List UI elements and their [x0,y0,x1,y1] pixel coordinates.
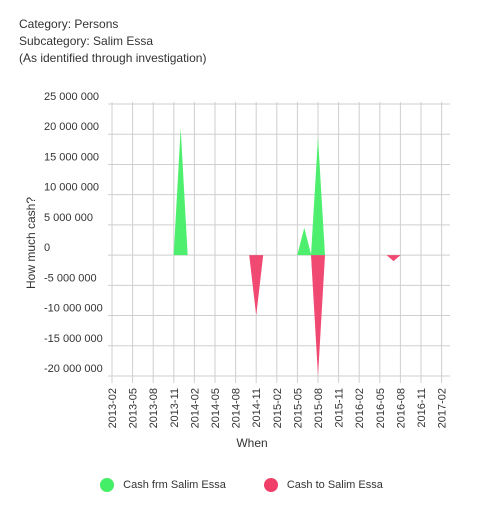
x-tick-label: 2014-02 [189,388,201,428]
x-tick-label: 2014-11 [251,388,263,428]
x-axis-ticks: 2013-02 2013-05 2013-08 2013-11 2014-02 2014-… [107,388,449,428]
x-tick-label: 2013-05 [128,388,140,428]
x-tick-label: 2014-08 [231,388,243,428]
x-tick-label: 2016-02 [354,388,366,428]
y-tick-label: -15 000 000 [44,333,103,345]
spike-cash-to[interactable] [386,255,401,262]
y-tick-label: 25 000 000 [44,91,99,103]
grid [108,102,450,383]
x-tick-label: 2015-08 [313,388,325,428]
chart-plot: 25 000 000 20 000 000 15 000 000 10 000 000… [24,91,450,450]
x-tick-label: 2016-05 [375,388,387,428]
x-tick-label: 2016-11 [416,388,428,428]
series-layer [173,128,401,376]
spike-cash-from[interactable] [297,227,312,256]
legend-label-cash-to: Cash to Salim Essa [286,479,383,491]
y-tick-label: -5 000 000 [44,272,97,284]
legend-label-cash-from: Cash frm Salim Essa [123,479,226,491]
legend: Cash frm Salim Essa Cash to Salim Essa [0,478,483,492]
spike-cash-from[interactable] [311,137,325,256]
spike-cash-to[interactable] [249,255,264,316]
legend-swatch-cash-to [263,478,278,492]
y-tick-label: -10 000 000 [44,303,103,315]
spike-cash-from[interactable] [173,128,188,256]
x-tick-label: 2013-02 [107,388,119,428]
spike-cash-to[interactable] [311,255,325,376]
x-tick-label: 2016-08 [395,388,407,428]
x-axis-title: When [236,436,267,450]
legend-item-cash-from[interactable]: Cash frm Salim Essa [100,478,226,492]
legend-swatch-cash-from [100,478,115,492]
x-tick-label: 2015-11 [334,388,346,428]
y-tick-label: 10 000 000 [44,182,99,194]
y-tick-label: 15 000 000 [44,151,99,163]
y-tick-label: 0 [44,242,50,254]
x-tick-label: 2015-02 [272,388,284,428]
investigation-note: (As identified through investigation) [19,51,207,65]
category-label: Category: Persons [19,17,119,31]
legend-item-cash-to[interactable]: Cash to Salim Essa [263,478,383,492]
subcategory-label: Subcategory: Salim Essa [19,34,154,48]
y-axis-title: How much cash? [24,197,38,289]
x-tick-label: 2014-05 [210,388,222,428]
x-tick-label: 2013-11 [169,388,181,428]
y-axis-ticks: 25 000 000 20 000 000 15 000 000 10 000 000… [44,91,103,375]
x-tick-label: 2017-02 [437,388,449,428]
x-tick-label: 2015-05 [292,388,304,428]
x-tick-label: 2013-08 [148,388,160,428]
y-tick-label: 5 000 000 [44,212,93,224]
y-tick-label: 20 000 000 [44,121,99,133]
y-tick-label: -20 000 000 [44,363,103,375]
chart-header: Category: Persons Subcategory: Salim Ess… [19,16,206,67]
